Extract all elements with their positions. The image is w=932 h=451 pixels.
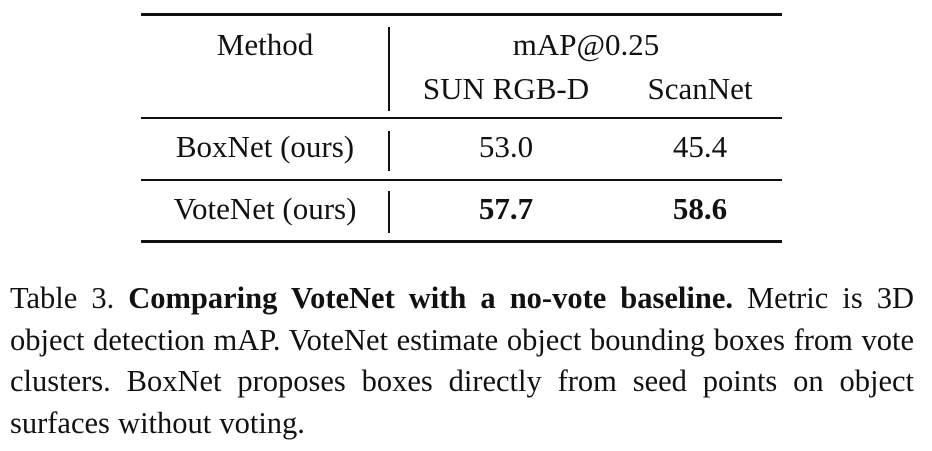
caption-title: Comparing VoteNet with a no-vote baselin… — [128, 281, 733, 315]
header-metric-group: mAP@0.25 — [512, 27, 660, 62]
table-caption: Table 3. Comparing VoteNet with a no-vot… — [10, 278, 914, 444]
header-vertical-rule — [388, 27, 390, 111]
top-rule — [141, 13, 782, 16]
row-boxnet-method: BoxNet (ours) — [175, 129, 355, 164]
header-rule — [141, 117, 782, 119]
row-rule — [141, 179, 782, 181]
row-votenet-scannet: 58.6 — [672, 191, 728, 226]
header-method: Method — [216, 27, 314, 62]
results-table: Method mAP@0.25 SUN RGB-D ScanNet BoxNet… — [141, 13, 782, 244]
row-boxnet-scannet: 45.4 — [672, 129, 728, 164]
header-col-scannet: ScanNet — [647, 71, 753, 106]
row2-vertical-rule — [388, 191, 390, 233]
caption-label: Table 3. — [10, 281, 115, 315]
row-boxnet-sunrgbd: 53.0 — [478, 129, 534, 164]
row1-vertical-rule — [388, 131, 390, 171]
caption-text: Metric is 3D object detection mAP. VoteN… — [10, 281, 914, 440]
row-votenet-sunrgbd: 57.7 — [478, 191, 534, 226]
row-votenet-method: VoteNet (ours) — [173, 191, 357, 226]
bottom-rule — [141, 240, 782, 243]
header-col-sunrgbd: SUN RGB-D — [422, 71, 590, 106]
